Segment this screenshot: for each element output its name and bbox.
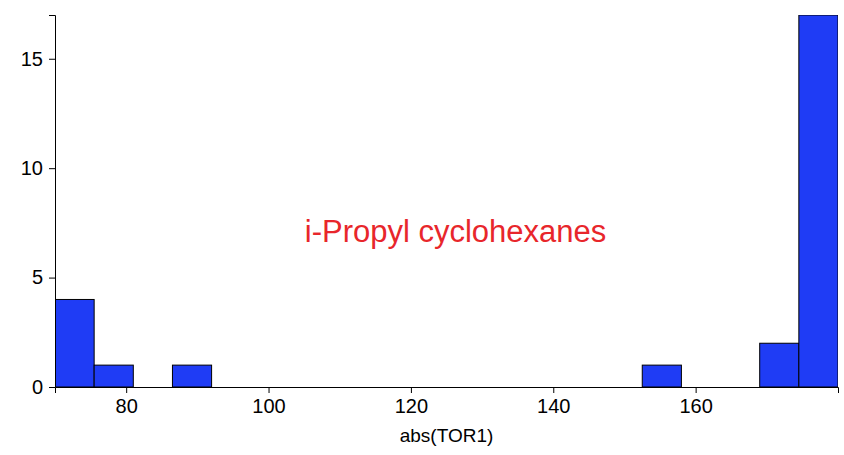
bar — [642, 365, 681, 387]
y-tick: 15 — [21, 48, 55, 70]
x-tick: 140 — [537, 387, 570, 417]
annotation: i-Propyl cyclohexanes — [305, 214, 607, 249]
y-tick-label: 10 — [21, 157, 43, 179]
x-tick-mark — [696, 387, 697, 393]
y-tick-mark — [49, 387, 55, 388]
x-tick-mark — [411, 387, 412, 393]
bar — [525, 387, 564, 388]
x-tick-label: 100 — [252, 395, 285, 417]
x-tick-mark — [269, 387, 270, 393]
bar — [564, 387, 603, 388]
x-tick: 100 — [252, 387, 285, 417]
bar — [133, 387, 172, 388]
x-axis-line — [56, 388, 839, 394]
bar — [760, 343, 799, 387]
x-tick-label: 80 — [116, 395, 138, 417]
x-tick-mark — [126, 387, 127, 393]
bar — [681, 387, 720, 388]
bars — [55, 15, 838, 387]
y-tick-label: 0 — [32, 376, 43, 398]
x-tick-label: 140 — [537, 395, 570, 417]
x-tick-label: 120 — [395, 395, 428, 417]
x-axis: 80 100 120 140 160 — [56, 387, 839, 417]
bar — [55, 299, 94, 387]
bar — [329, 387, 368, 388]
bar — [799, 15, 838, 387]
plot: 80 100 120 140 160 0 5 10 15 — [21, 15, 839, 417]
bar — [251, 387, 290, 388]
x-axis-title: abs(TOR1) — [400, 425, 494, 446]
x-tick: 120 — [395, 387, 428, 417]
chart: 80 100 120 140 160 0 5 10 15 abs(TOR1) i-Propyl cy… — [0, 0, 844, 455]
x-tick: 80 — [116, 387, 138, 417]
bar — [447, 387, 486, 388]
y-tick-mark — [49, 59, 55, 60]
bar — [721, 387, 760, 388]
bar — [290, 387, 329, 388]
y-tick-label: 5 — [32, 266, 43, 288]
bar — [603, 387, 642, 388]
y-tick-label: 15 — [21, 48, 43, 70]
y-tick: 0 — [32, 376, 55, 398]
bar — [407, 387, 446, 388]
x-tick: 160 — [679, 387, 712, 417]
y-tick-mark — [49, 168, 55, 169]
y-tick: 5 — [32, 266, 55, 288]
bar — [172, 365, 211, 387]
bar — [368, 387, 407, 388]
y-axis: 0 5 10 15 — [21, 16, 56, 398]
bar — [212, 387, 251, 388]
y-tick: 10 — [21, 157, 55, 179]
x-tick-label: 160 — [679, 395, 712, 417]
bar — [94, 365, 133, 387]
y-axis-line — [49, 16, 56, 388]
x-tick-mark — [553, 387, 554, 393]
bar — [486, 387, 525, 388]
y-tick-mark — [49, 278, 55, 279]
